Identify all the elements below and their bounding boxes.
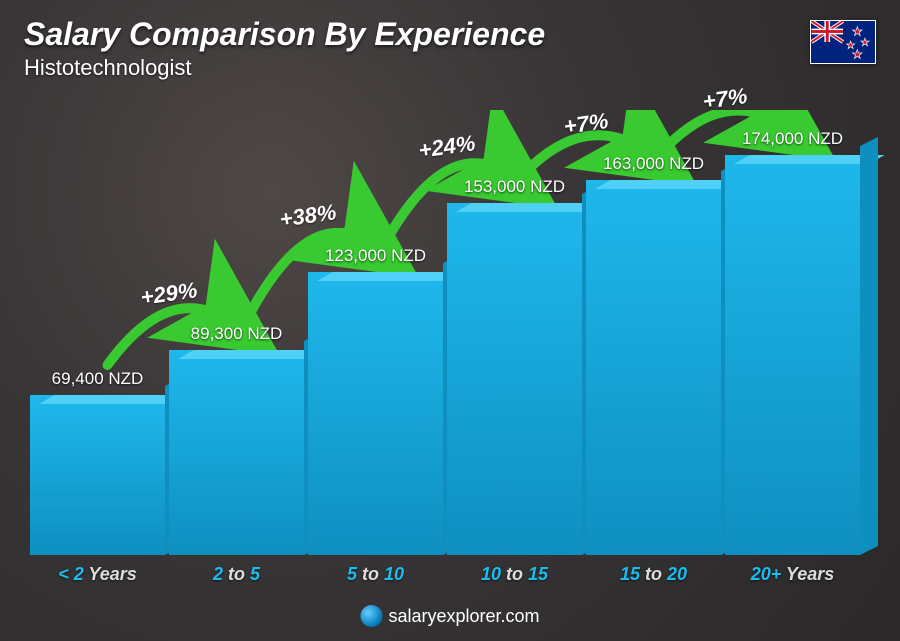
x-axis-label: 20+ Years	[725, 564, 860, 585]
bar-value-label: 174,000 NZD	[742, 129, 843, 149]
chart-canvas: Salary Comparison By Experience Histotec…	[0, 0, 900, 641]
bar	[447, 203, 582, 555]
chart-title: Salary Comparison By Experience	[24, 16, 545, 53]
title-block: Salary Comparison By Experience Histotec…	[24, 16, 545, 81]
bar	[308, 272, 443, 555]
chart-subtitle: Histotechnologist	[24, 55, 545, 81]
bar-value-label: 123,000 NZD	[325, 246, 426, 266]
bar-slot: 153,000 NZD	[447, 177, 582, 555]
bar	[169, 350, 304, 555]
x-axis-label: < 2 Years	[30, 564, 165, 585]
bar-slot: 89,300 NZD	[169, 324, 304, 555]
bar-slot: 163,000 NZD	[586, 154, 721, 555]
bar-value-label: 69,400 NZD	[52, 369, 144, 389]
bar-value-label: 89,300 NZD	[191, 324, 283, 344]
bars-container: 69,400 NZD 89,300 NZD 123,000 NZD 153,000 N…	[30, 110, 860, 555]
bar	[586, 180, 721, 555]
bar-slot: 174,000 NZD	[725, 129, 860, 555]
footer-logo: salaryexplorer.com	[360, 605, 539, 627]
x-axis-label: 2 to 5	[169, 564, 304, 585]
x-axis-labels: < 2 Years2 to 55 to 1010 to 1515 to 2020…	[30, 564, 860, 585]
bar-slot: 69,400 NZD	[30, 369, 165, 555]
bar	[725, 155, 860, 555]
chart-area: 69,400 NZD 89,300 NZD 123,000 NZD 153,000 N…	[30, 110, 860, 585]
globe-icon	[360, 605, 382, 627]
bar	[30, 395, 165, 555]
x-axis-label: 15 to 20	[586, 564, 721, 585]
x-axis-label: 5 to 10	[308, 564, 443, 585]
country-flag-nz	[810, 20, 876, 64]
bar-slot: 123,000 NZD	[308, 246, 443, 555]
bar-value-label: 163,000 NZD	[603, 154, 704, 174]
bar-value-label: 153,000 NZD	[464, 177, 565, 197]
x-axis-label: 10 to 15	[447, 564, 582, 585]
footer-text: salaryexplorer.com	[388, 606, 539, 627]
